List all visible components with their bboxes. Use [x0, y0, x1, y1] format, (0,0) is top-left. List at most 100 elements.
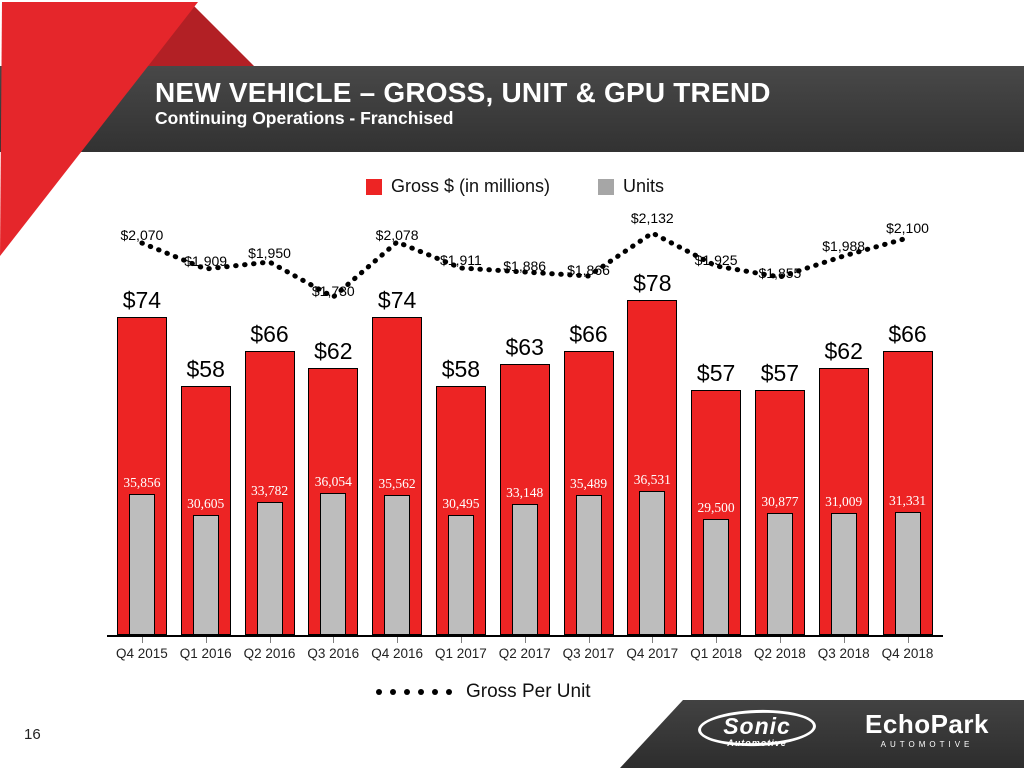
gpu-point-label: $1,866	[567, 262, 610, 278]
red-triangle-decoration	[0, 2, 198, 256]
gross-bar	[435, 386, 486, 635]
category-label: Q3 2018	[817, 646, 870, 661]
echopark-sub-wordmark: AUTOMOTIVE	[880, 740, 974, 749]
units-value-label: 35,856	[123, 475, 161, 490]
gross-value-label: $74	[377, 287, 417, 313]
units-bar	[447, 515, 474, 635]
axis-tick	[779, 637, 781, 643]
units-value-label: 35,562	[378, 476, 416, 491]
gross-value-label: $66	[888, 321, 927, 347]
units-bar	[320, 493, 347, 635]
units-value-label: 36,054	[314, 474, 352, 489]
category-label: Q1 2018	[690, 646, 742, 661]
gpu-point-label: $1,886	[503, 258, 547, 274]
gpu-point-label: $2,132	[630, 210, 674, 226]
units-bar	[128, 494, 155, 635]
axis-tick	[205, 637, 207, 643]
units-bar	[894, 512, 921, 635]
gpu-point-label: $1,909	[184, 253, 228, 269]
slide-title: NEW VEHICLE – GROSS, UNIT & GPU TREND	[155, 77, 771, 108]
gross-value-label: $58	[441, 356, 481, 382]
header: NEW VEHICLE – GROSS, UNIT & GPU TREND Co…	[155, 77, 771, 129]
category-label: Q2 2018	[753, 646, 806, 661]
gross-value-label: $62	[314, 338, 353, 364]
units-value-label: 30,605	[187, 496, 225, 511]
units-value-label: 29,500	[697, 500, 735, 515]
category-label: Q1 2016	[179, 646, 232, 661]
gpu-point-label: $1,925	[694, 252, 738, 268]
legend-item-units: Units	[598, 176, 664, 197]
gross-value-label: $66	[250, 321, 289, 347]
units-bar	[192, 515, 219, 635]
chart-legend: Gross $ (in millions) Units	[366, 176, 664, 197]
gpu-point-label: $1,730	[311, 283, 355, 299]
gross-swatch-icon	[366, 178, 382, 195]
gross-value-label: $58	[186, 356, 225, 382]
dotted-line-icon	[376, 689, 452, 695]
gpu-legend: Gross Per Unit	[376, 681, 591, 703]
category-label: Q2 2016	[243, 646, 296, 661]
units-value-label: 36,531	[633, 472, 671, 487]
gpu-point-label: $2,078	[375, 227, 419, 243]
page-number: 16	[24, 726, 41, 743]
gross-value-label: $57	[696, 360, 736, 386]
category-label: Q4 2016	[371, 646, 423, 661]
x-axis-line	[107, 635, 943, 637]
gpu-point-label: $1,988	[822, 238, 866, 254]
axis-tick	[397, 637, 399, 643]
gpu-point-label: $2,070	[120, 227, 164, 243]
gross-value-label: $74	[122, 287, 162, 313]
units-swatch-icon	[598, 178, 615, 195]
category-label: Q4 2015	[115, 646, 168, 661]
gpu-point-label: $1,911	[440, 252, 482, 268]
axis-tick	[460, 637, 462, 643]
units-value-label: 33,782	[250, 483, 289, 498]
sonic-automotive-logo: Sonic Automotive	[697, 707, 822, 752]
axis-tick	[269, 637, 271, 643]
category-label: Q2 2017	[498, 646, 551, 661]
gpu-legend-label: Gross Per Unit	[466, 681, 591, 702]
echopark-wordmark: EchoPark	[865, 709, 989, 739]
footer-logos: Sonic Automotive EchoPark AUTOMOTIVE	[620, 700, 1024, 768]
units-value-label: 30,495	[442, 496, 480, 511]
units-bar	[639, 491, 666, 635]
gross-value-label: $62	[824, 338, 863, 364]
units-bar	[766, 513, 793, 635]
gross-value-label: $57	[760, 360, 800, 386]
echopark-logo: EchoPark AUTOMOTIVE	[852, 710, 1002, 749]
units-value-label: 35,489	[569, 476, 608, 491]
units-bar	[384, 495, 411, 635]
units-value-label: 30,877	[761, 494, 799, 509]
units-bar	[256, 502, 283, 635]
axis-tick	[716, 637, 718, 643]
category-label: Q3 2017	[562, 646, 615, 661]
axis-tick	[843, 637, 845, 643]
units-value-label: 31,009	[825, 494, 863, 509]
gross-value-label: $63	[505, 334, 544, 360]
units-bar	[511, 504, 538, 635]
axis-tick	[141, 637, 143, 643]
category-label: Q4 2018	[881, 646, 934, 661]
axis-tick	[588, 637, 590, 643]
units-value-label: 31,331	[888, 493, 927, 508]
units-bar	[575, 495, 602, 635]
category-label: Q1 2017	[434, 646, 487, 661]
gpu-point-label: $1,855	[758, 265, 802, 281]
sonic-sub-wordmark: Automotive	[727, 738, 787, 748]
legend-gross-label: Gross $ (in millions)	[391, 176, 551, 196]
category-label: Q3 2016	[307, 646, 360, 661]
gpu-point-label: $1,950	[248, 245, 291, 261]
units-bar	[830, 513, 857, 635]
units-bar	[703, 519, 730, 635]
axis-tick	[524, 637, 526, 643]
axis-tick	[907, 637, 909, 643]
legend-item-gross: Gross $ (in millions)	[366, 176, 550, 197]
sonic-wordmark: Sonic	[723, 713, 791, 739]
units-value-label: 33,148	[506, 485, 544, 500]
dark-red-triangle-decoration	[140, 2, 254, 66]
gross-value-label: $78	[633, 270, 672, 296]
gross-value-label: $66	[569, 321, 608, 347]
legend-units-label: Units	[623, 176, 665, 196]
axis-tick	[333, 637, 335, 643]
